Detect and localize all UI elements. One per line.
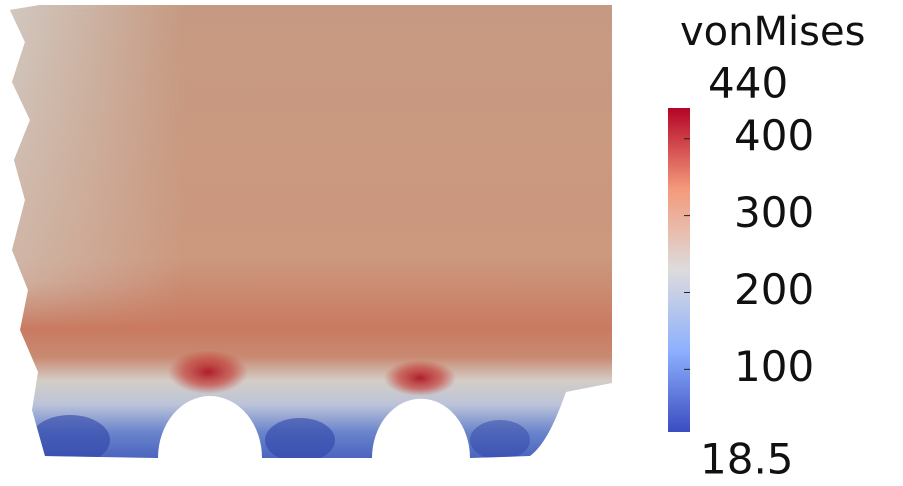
tick-label: 200 xyxy=(734,265,814,314)
tick-label: 300 xyxy=(734,188,814,237)
legend-max: 440 xyxy=(708,59,788,108)
scene: vonMises 440 18.5 100 200 300 400 xyxy=(0,0,903,486)
legend-min: 18.5 xyxy=(700,435,794,484)
legend: 440 18.5 100 200 300 400 xyxy=(684,59,814,484)
tick-label: 400 xyxy=(734,111,814,160)
mesh xyxy=(0,0,620,470)
tick-label: 100 xyxy=(734,342,814,391)
color-bar xyxy=(668,108,690,432)
legend-title: vonMises xyxy=(680,9,865,55)
